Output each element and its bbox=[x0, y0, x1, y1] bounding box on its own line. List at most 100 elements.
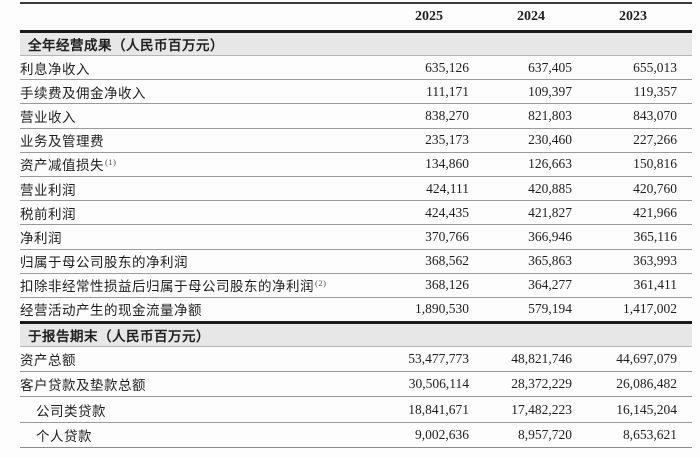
row-label: 个人贷款 bbox=[20, 422, 369, 448]
row-value: 9,002,636 bbox=[369, 422, 472, 448]
row-value: 361,411 bbox=[575, 273, 692, 298]
table-row: 税前利润 424,435 421,827 421,966 bbox=[20, 200, 692, 226]
row-value: 365,863 bbox=[472, 249, 575, 274]
row-label-text: 税前利润 bbox=[20, 206, 76, 222]
row-label: 资产减值损失(1) bbox=[20, 152, 369, 177]
row-value: 1,417,002 bbox=[575, 297, 692, 324]
row-value: 8,957,720 bbox=[472, 422, 575, 448]
footnote-marker: (2) bbox=[315, 277, 327, 288]
row-label: 利息净收入 bbox=[20, 55, 369, 81]
row-value: 150,816 bbox=[575, 152, 692, 177]
row-value: 111,171 bbox=[369, 79, 472, 105]
row-value: 366,946 bbox=[472, 224, 575, 250]
row-value: 368,562 bbox=[369, 249, 472, 274]
row-label-text: 客户贷款及垫款总额 bbox=[20, 378, 146, 394]
row-value: 119,357 bbox=[575, 79, 692, 105]
row-label: 税前利润 bbox=[20, 200, 369, 226]
row-value: 48,821,746 bbox=[472, 346, 575, 373]
section-header-row: 全年经营成果（人民币百万元） bbox=[20, 30, 692, 56]
row-label: 营业利润 bbox=[20, 176, 369, 202]
row-value: 637,405 bbox=[472, 55, 575, 81]
row-label: 公司类贷款 bbox=[20, 396, 369, 423]
row-value: 424,111 bbox=[369, 176, 472, 202]
row-label: 扣除非经常性损益后归属于母公司股东的净利润(2) bbox=[20, 273, 369, 298]
row-value: 421,966 bbox=[575, 200, 692, 226]
year-header-2023: 2023 bbox=[619, 9, 647, 24]
table-row: 归属于母公司股东的净利润 368,562 365,863 363,993 bbox=[20, 249, 692, 274]
row-label: 资产总额 bbox=[20, 346, 369, 373]
row-value: 18,841,671 bbox=[369, 396, 472, 423]
table-row: 资产总额 53,477,773 48,821,746 44,697,079 bbox=[20, 346, 692, 373]
row-label-text: 手续费及佣金净收入 bbox=[20, 85, 146, 101]
row-label-text: 业务及管理费 bbox=[20, 134, 104, 150]
section-header-row: 于报告期末（人民币百万元） bbox=[20, 321, 692, 348]
row-value: 363,993 bbox=[575, 249, 692, 274]
table-row: 公司类贷款 18,841,671 17,482,223 16,145,204 bbox=[20, 396, 692, 423]
row-value: 821,803 bbox=[472, 103, 575, 129]
row-value: 16,145,204 bbox=[575, 396, 692, 423]
row-value: 579,194 bbox=[472, 297, 575, 324]
row-label-text: 资产减值损失 bbox=[20, 158, 104, 174]
row-value: 368,126 bbox=[369, 273, 472, 298]
row-value: 635,126 bbox=[369, 55, 472, 81]
row-label-text: 归属于母公司股东的净利润 bbox=[20, 255, 188, 271]
year-header-2024: 2024 bbox=[517, 9, 545, 24]
row-value: 17,482,223 bbox=[472, 396, 575, 423]
table-row: 净利润 370,766 366,946 365,116 bbox=[20, 224, 692, 250]
row-label: 经营活动产生的现金流量净额 bbox=[20, 297, 369, 324]
row-label: 手续费及佣金净收入 bbox=[20, 79, 369, 105]
year-header-2025: 2025 bbox=[415, 9, 443, 24]
row-label: 归属于母公司股东的净利润 bbox=[20, 249, 369, 274]
row-value: 364,277 bbox=[472, 273, 575, 298]
row-value: 421,827 bbox=[472, 200, 575, 226]
row-value: 28,372,229 bbox=[472, 371, 575, 398]
table-row: 手续费及佣金净收入 111,171 109,397 119,357 bbox=[20, 79, 692, 105]
row-label: 客户贷款及垫款总额 bbox=[20, 371, 369, 398]
row-label-text: 利息净收入 bbox=[20, 61, 90, 77]
table-row: 个人贷款 9,002,636 8,957,720 8,653,621 bbox=[20, 422, 692, 448]
table-row: 营业收入 838,270 821,803 843,070 bbox=[20, 103, 692, 129]
row-label-text: 个人贷款 bbox=[36, 428, 92, 444]
row-label: 营业收入 bbox=[20, 103, 369, 129]
table-row: 扣除非经常性损益后归属于母公司股东的净利润(2) 368,126 364,277 36… bbox=[20, 273, 692, 298]
row-value: 30,506,114 bbox=[369, 371, 472, 398]
row-value: 235,173 bbox=[369, 128, 472, 153]
table-row: 经营活动产生的现金流量净额 1,890,530 579,194 1,417,002 bbox=[20, 297, 692, 324]
row-label-text: 营业收入 bbox=[20, 109, 76, 125]
row-label: 净利润 bbox=[20, 224, 369, 250]
row-value: 370,766 bbox=[369, 224, 472, 250]
table-row: 营业利润 424,111 420,885 420,760 bbox=[20, 176, 692, 202]
row-value: 44,697,079 bbox=[575, 346, 692, 373]
row-label-text: 净利润 bbox=[20, 230, 62, 246]
row-value: 838,270 bbox=[369, 103, 472, 129]
row-value: 134,860 bbox=[369, 152, 472, 177]
table-row: 资产减值损失(1) 134,860 126,663 150,816 bbox=[20, 152, 692, 177]
row-label-text: 公司类贷款 bbox=[36, 403, 106, 419]
section-title: 于报告期末（人民币百万元） bbox=[20, 321, 692, 348]
row-value: 227,266 bbox=[575, 128, 692, 153]
footnote-marker: (1) bbox=[105, 156, 117, 167]
row-value: 420,885 bbox=[472, 176, 575, 202]
table-row: 业务及管理费 235,173 230,460 227,266 bbox=[20, 128, 692, 153]
row-label: 业务及管理费 bbox=[20, 128, 369, 153]
row-value: 843,070 bbox=[575, 103, 692, 129]
empty-header-cell bbox=[20, 3, 369, 32]
table-row: 客户贷款及垫款总额 30,506,114 28,372,229 26,086,482 bbox=[20, 371, 692, 398]
table-row: 利息净收入 635,126 637,405 655,013 bbox=[20, 55, 692, 81]
row-value: 230,460 bbox=[472, 128, 575, 153]
row-value: 420,760 bbox=[575, 176, 692, 202]
table-body: 全年经营成果（人民币百万元） 利息净收入 635,126 637,405 655,013… bbox=[20, 30, 692, 448]
row-value: 109,397 bbox=[472, 79, 575, 105]
row-value: 424,435 bbox=[369, 200, 472, 226]
row-value: 126,663 bbox=[472, 152, 575, 177]
row-value: 365,116 bbox=[575, 224, 692, 250]
year-header-row: 2025 2024 2023 bbox=[20, 3, 692, 32]
section-title: 全年经营成果（人民币百万元） bbox=[20, 30, 692, 56]
row-value: 8,653,621 bbox=[575, 422, 692, 448]
financial-summary-table: 2025 2024 2023 全年经营成果（人民币百万元） 利息净收入 635,12… bbox=[20, 2, 692, 448]
row-label-text: 扣除非经常性损益后归属于母公司股东的净利润 bbox=[20, 279, 314, 295]
row-value: 53,477,773 bbox=[369, 346, 472, 373]
row-value: 26,086,482 bbox=[575, 371, 692, 398]
row-value: 655,013 bbox=[575, 55, 692, 81]
